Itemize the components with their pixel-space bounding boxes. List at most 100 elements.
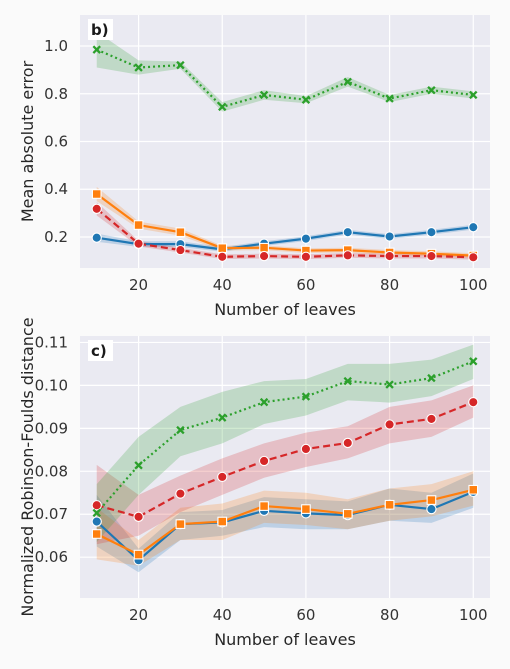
y-tick-label: 0.8 (44, 85, 68, 103)
confidence-bands-c (96, 344, 474, 573)
y-axis-label-c: Normalized Robinson-Foulds distance (18, 317, 37, 616)
tick-labels-b: 20 40 60 80 100 0.2 0.4 0.6 0.8 1.0 (44, 37, 487, 294)
marker-green-b (134, 63, 143, 72)
axes-background-c (80, 336, 490, 598)
series-lines-c (95, 360, 474, 562)
marker-red-b (91, 203, 102, 214)
marker-orange-b (133, 220, 144, 230)
line-orange-b (96, 193, 474, 257)
line-blue-c (95, 490, 474, 562)
marker-green-c (469, 357, 478, 366)
band-green-c (96, 344, 474, 543)
panel-label-box (88, 19, 113, 40)
series-markers-c (91, 357, 479, 566)
marker-red-b (384, 250, 395, 262)
marker-green-c (343, 376, 352, 386)
line-orange-c (96, 488, 474, 556)
tick-labels-c: 20 40 60 80 100 0.06 0.07 0.08 0.09 0.10 0.11 (35, 333, 488, 624)
marker-green-b (427, 85, 436, 95)
x-axis-label-b: Number of leaves (214, 300, 356, 319)
marker-green-b (385, 94, 394, 103)
marker-green-c (176, 425, 185, 435)
y-tick-label: 0.4 (44, 180, 68, 198)
gridlines-c (80, 336, 490, 598)
gridlines-b (80, 15, 490, 268)
marker-red-c (300, 443, 312, 455)
marker-orange-c (133, 549, 144, 560)
marker-green-b (176, 60, 185, 70)
marker-green-c (134, 461, 143, 470)
marker-red-b (426, 250, 437, 262)
marker-red-b (258, 250, 270, 262)
marker-green-b (343, 77, 352, 87)
panel-c: 20 40 60 80 100 0.06 0.07 0.08 0.09 0.10 0.11 c) N… (18, 317, 490, 649)
marker-red-c (217, 471, 228, 483)
marker-blue-b (91, 232, 102, 243)
marker-blue-b (384, 231, 395, 242)
marker-orange-c (342, 508, 353, 519)
marker-orange-c (259, 501, 269, 511)
marker-red-c (258, 455, 270, 467)
x-tick-label: 60 (296, 606, 315, 624)
marker-orange-b (259, 242, 269, 253)
marker-red-b (468, 252, 479, 263)
marker-orange-c (426, 495, 437, 505)
x-tick-label: 40 (213, 606, 232, 624)
marker-orange-c (91, 529, 102, 539)
marker-green-b (301, 95, 311, 104)
marker-orange-c (217, 516, 228, 527)
panel-label-box (88, 340, 113, 361)
marker-orange-b (91, 189, 102, 199)
band-green-b (96, 31, 474, 112)
y-tick-label: 0.2 (44, 228, 68, 246)
y-tick-label: 0.10 (35, 376, 68, 394)
x-tick-label: 20 (129, 606, 148, 624)
y-tick-label: 1.0 (44, 37, 68, 55)
marker-red-b (133, 238, 144, 249)
marker-orange-b (217, 243, 228, 254)
x-tick-label: 80 (380, 606, 399, 624)
marker-green-c (92, 508, 101, 518)
marker-green-b (469, 90, 478, 100)
marker-blue-b (468, 222, 479, 233)
marker-green-b (218, 102, 227, 112)
marker-green-c (385, 380, 394, 389)
marker-red-b (217, 251, 228, 262)
marker-red-c (133, 511, 144, 522)
marker-green-c (301, 392, 311, 401)
band-blue-c (96, 473, 474, 573)
y-tick-label: 0.6 (44, 133, 68, 151)
marker-orange-c (468, 484, 479, 495)
marker-red-c (175, 488, 186, 499)
marker-orange-c (301, 504, 311, 514)
marker-orange-c (384, 499, 395, 510)
panel-b: 20 40 60 80 100 0.2 0.4 0.6 0.8 1.0 b) Number of … (18, 15, 490, 319)
marker-blue-c (426, 503, 437, 515)
marker-red-c (91, 500, 102, 511)
marker-red-c (384, 419, 395, 430)
line-green-c (95, 360, 474, 514)
marker-red-c (426, 413, 437, 425)
marker-blue-b (342, 227, 353, 238)
x-tick-label: 20 (129, 276, 148, 294)
x-tick-label: 100 (459, 276, 488, 294)
y-tick-label: 0.06 (35, 548, 68, 566)
marker-green-c (259, 397, 269, 407)
marker-red-b (342, 250, 353, 261)
marker-orange-c (175, 519, 186, 529)
x-tick-label: 40 (213, 276, 232, 294)
x-tick-label: 80 (380, 276, 399, 294)
marker-blue-c (91, 516, 102, 527)
marker-blue-b (300, 233, 312, 244)
line-red-b (96, 207, 474, 259)
marker-green-b (259, 90, 269, 100)
y-tick-label: 0.11 (35, 333, 68, 351)
x-axis-label-c: Number of leaves (214, 630, 356, 649)
series-markers-b (91, 45, 479, 263)
line-blue-b (96, 226, 474, 251)
series-lines-b (96, 48, 474, 259)
band-red-c (96, 385, 474, 545)
panel-label-b: b) (91, 21, 109, 39)
marker-green-b (92, 45, 101, 54)
